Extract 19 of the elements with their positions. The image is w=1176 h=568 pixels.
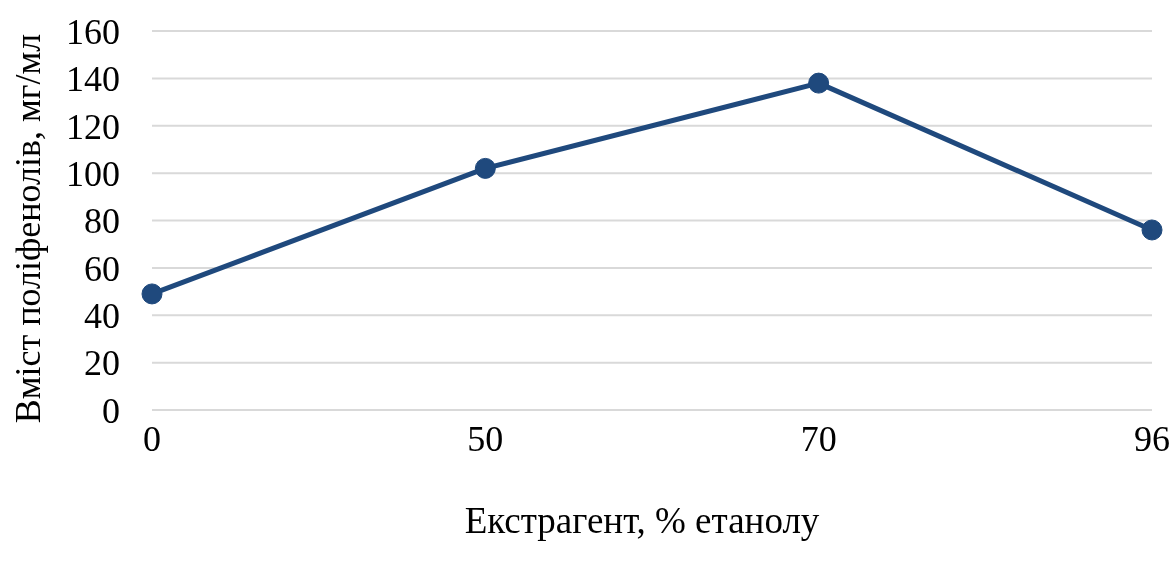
y-tick-label: 160 <box>66 11 120 52</box>
point <box>141 283 163 305</box>
x-tick-label: 70 <box>800 418 837 459</box>
y-tick-label: 120 <box>66 106 120 147</box>
point <box>808 72 830 94</box>
x-axis-title: Екстрагент, % етанолу <box>464 499 820 541</box>
point <box>474 157 496 179</box>
y-axis-title: Вміст поліфенолів, мг/мл <box>8 33 48 424</box>
y-tick-label: 100 <box>66 153 120 194</box>
x-tick-label: 96 <box>1134 418 1170 459</box>
y-tick-label: 40 <box>84 296 120 337</box>
y-tick-label: 80 <box>84 201 120 242</box>
x-tick-label: 50 <box>467 418 504 459</box>
y-tick-label: 20 <box>84 343 120 384</box>
y-tick-label: 0 <box>102 390 120 431</box>
x-tick-label: 0 <box>143 418 161 459</box>
point <box>1141 219 1163 241</box>
y-tick-label: 60 <box>84 248 120 289</box>
y-tick-label: 140 <box>66 59 120 100</box>
